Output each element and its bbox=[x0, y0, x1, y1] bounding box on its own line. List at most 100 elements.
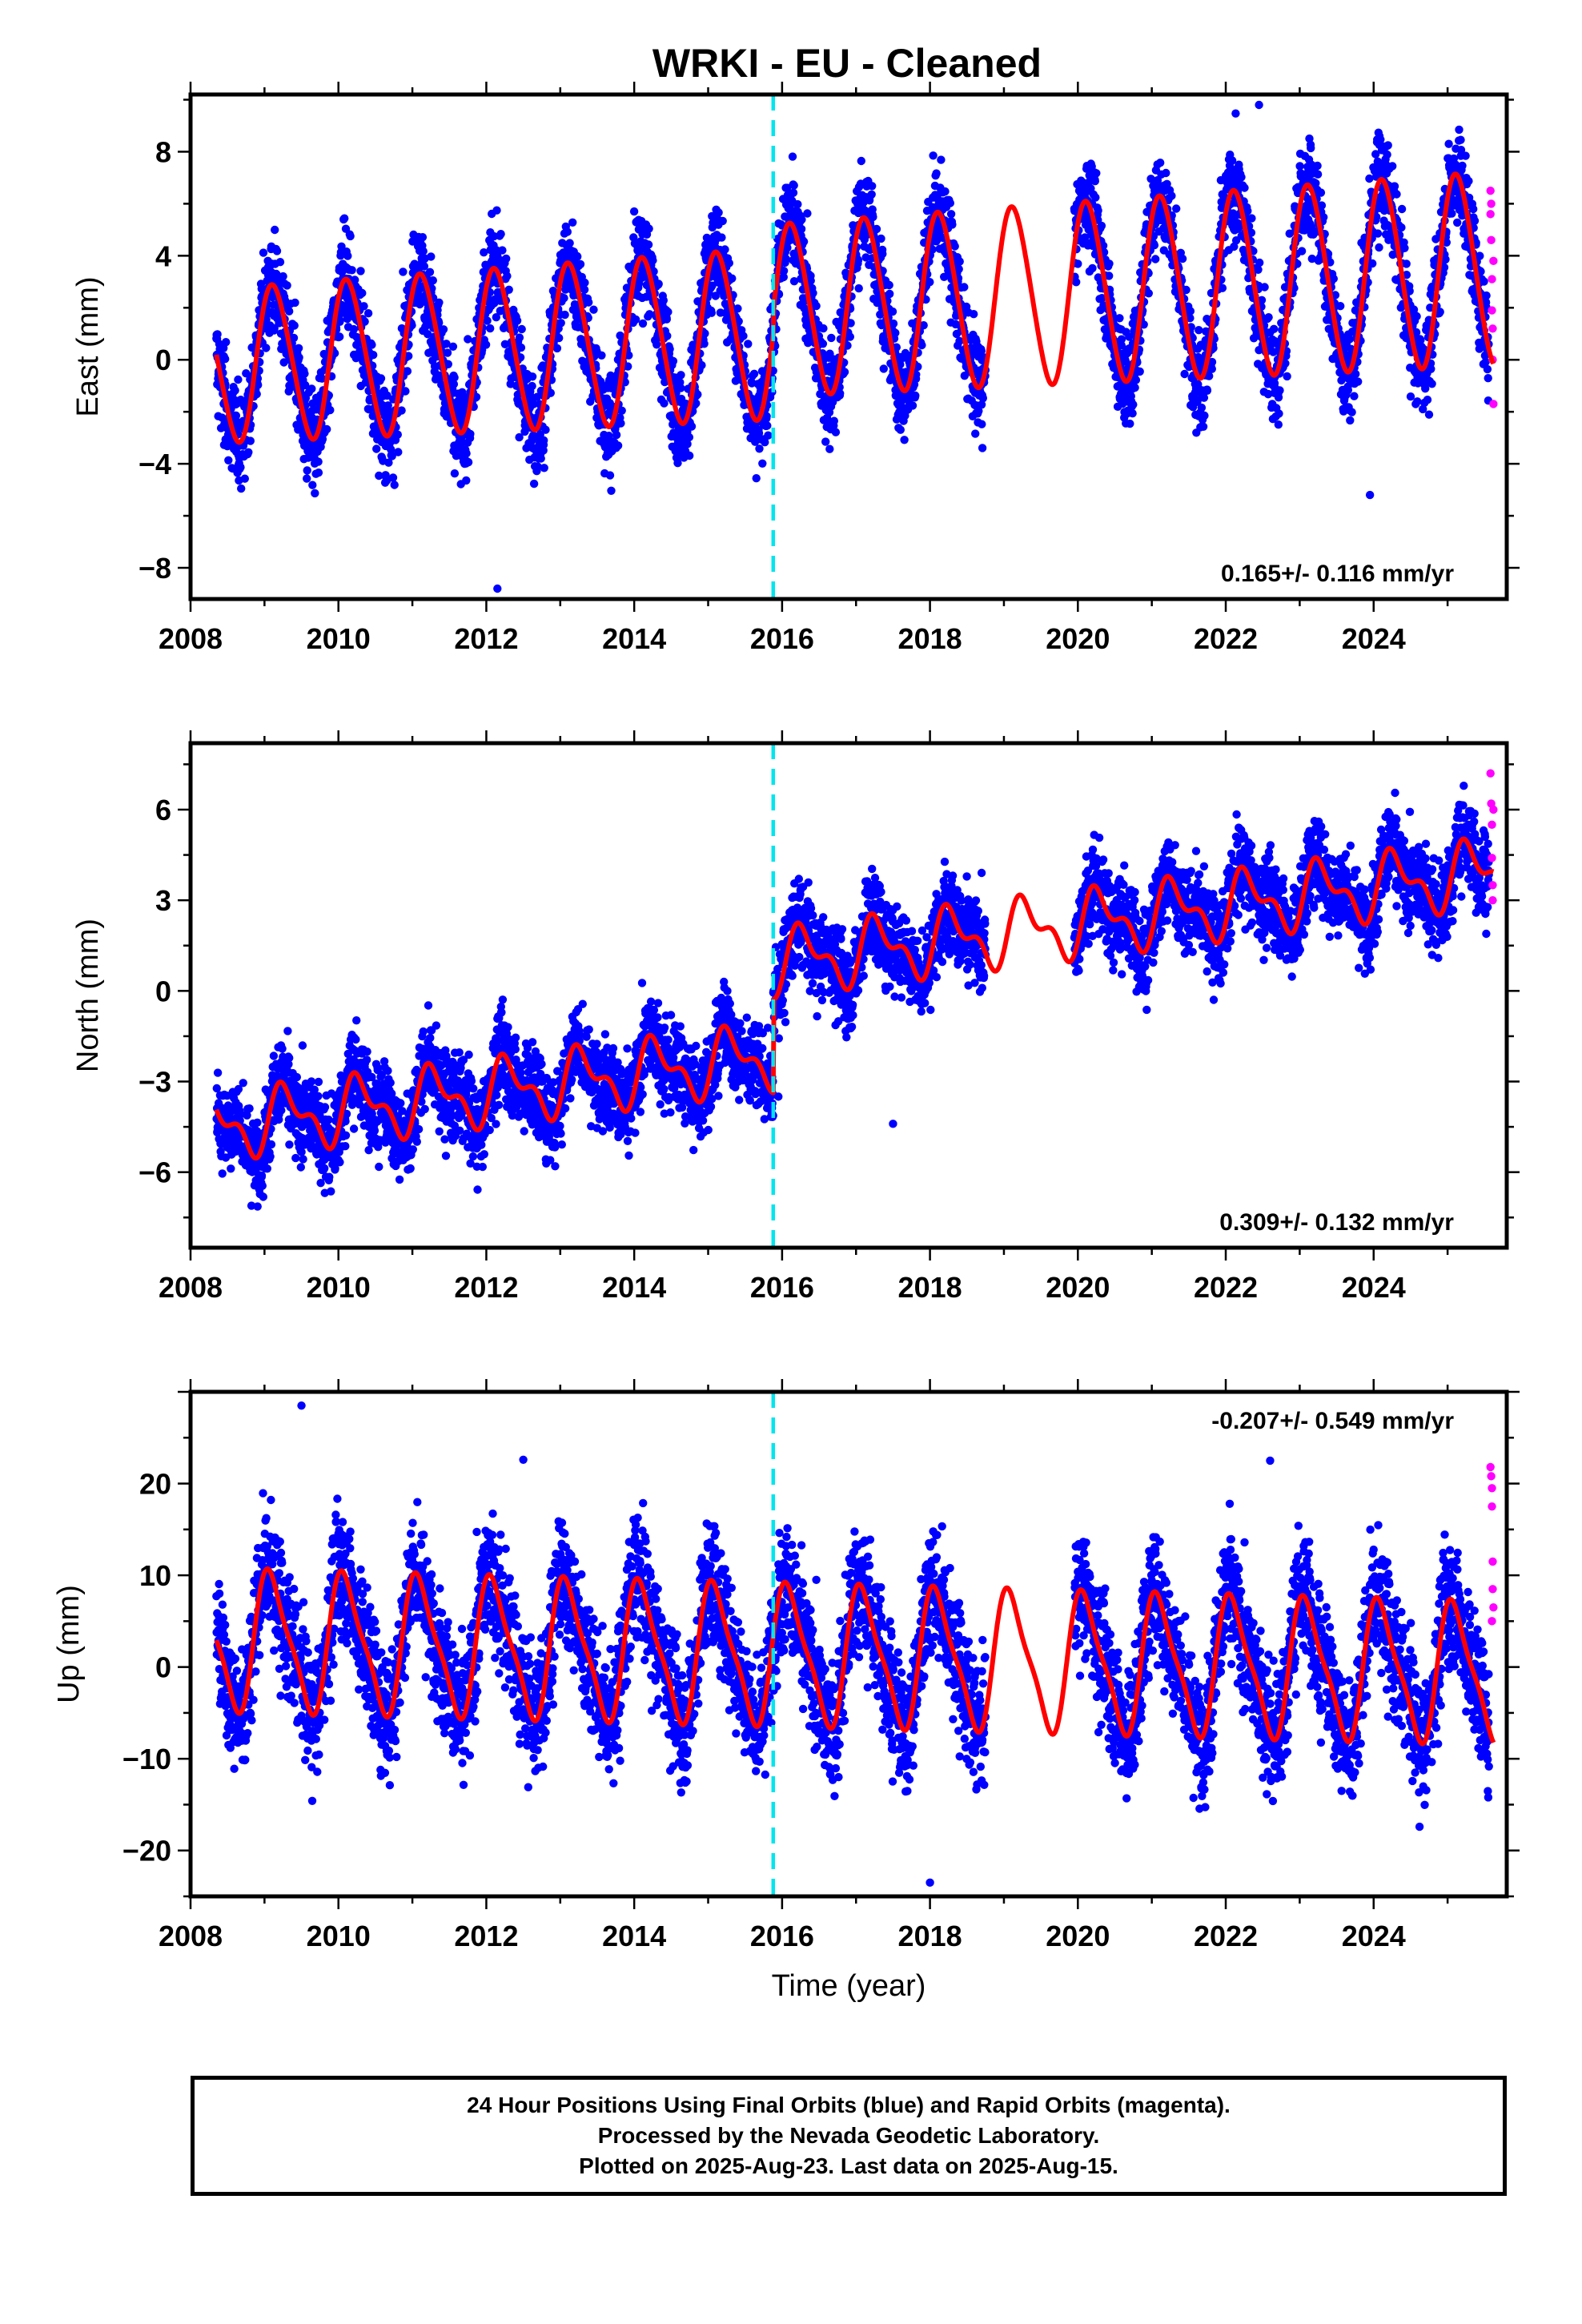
final-orbit-point bbox=[483, 316, 492, 325]
final-orbit-point bbox=[359, 302, 368, 311]
final-orbit-point bbox=[388, 473, 398, 482]
final-orbit-point bbox=[728, 274, 737, 283]
final-orbit-point bbox=[1350, 392, 1359, 400]
final-orbit-point bbox=[404, 352, 413, 360]
final-orbit-point bbox=[1195, 326, 1203, 335]
final-orbit-point bbox=[1130, 383, 1139, 392]
final-orbit-point bbox=[449, 380, 459, 388]
final-orbit-point bbox=[234, 375, 243, 384]
final-orbit-point bbox=[900, 436, 909, 444]
final-orbit-point bbox=[503, 271, 512, 280]
final-orbit-point bbox=[1231, 109, 1240, 118]
final-orbit-point bbox=[443, 348, 452, 357]
final-orbit-point bbox=[556, 319, 565, 328]
final-orbit-point bbox=[213, 330, 222, 339]
final-orbit-point bbox=[394, 448, 403, 456]
final-orbit-point bbox=[427, 252, 436, 261]
final-orbit-point bbox=[240, 474, 249, 483]
final-orbit-point bbox=[1115, 314, 1124, 323]
final-orbit-point bbox=[845, 332, 855, 341]
final-orbit-point bbox=[1455, 125, 1464, 135]
final-orbit-point bbox=[744, 340, 753, 348]
final-orbit-point bbox=[291, 298, 299, 308]
final-orbit-point bbox=[515, 432, 524, 442]
final-orbit-point bbox=[242, 369, 251, 378]
final-orbit-point bbox=[1097, 221, 1106, 231]
final-orbit-point bbox=[384, 458, 393, 467]
final-orbit-point bbox=[663, 332, 672, 340]
final-orbit-point bbox=[428, 276, 437, 285]
final-orbit-point bbox=[1275, 409, 1283, 418]
final-orbit-point bbox=[749, 369, 759, 378]
final-orbit-point bbox=[764, 431, 773, 440]
east-panel: 2008 2010 2012 2014 2016 2018 2020 2022 2024−8−4… bbox=[71, 82, 1520, 655]
final-orbit-point bbox=[692, 399, 701, 408]
final-orbit-point bbox=[1128, 409, 1137, 418]
final-orbit-point bbox=[318, 374, 327, 383]
final-orbit-point bbox=[541, 425, 550, 434]
final-orbit-point bbox=[1135, 367, 1144, 376]
final-orbit-point bbox=[941, 187, 950, 196]
final-orbit-point bbox=[236, 463, 245, 472]
final-orbit-point bbox=[442, 340, 451, 348]
final-orbit-point bbox=[797, 224, 806, 234]
final-orbit-point bbox=[399, 267, 408, 276]
final-orbit-point bbox=[1275, 386, 1284, 395]
final-orbit-point bbox=[644, 224, 653, 233]
final-orbit-point bbox=[685, 432, 694, 442]
final-orbit-point bbox=[911, 391, 920, 400]
final-orbit-point bbox=[346, 231, 355, 241]
final-orbit-point bbox=[896, 425, 905, 434]
final-orbit-point bbox=[1390, 182, 1399, 191]
final-orbit-point bbox=[307, 384, 316, 393]
final-orbit-point bbox=[552, 344, 562, 353]
final-orbit-point bbox=[502, 254, 511, 263]
final-orbit-point bbox=[303, 466, 311, 475]
final-orbit-point bbox=[857, 156, 866, 166]
final-orbit-point bbox=[652, 340, 661, 349]
final-orbit-point bbox=[917, 340, 926, 350]
final-orbit-point bbox=[356, 267, 365, 275]
final-orbit-point bbox=[950, 242, 959, 251]
final-orbit-point bbox=[783, 243, 792, 252]
final-orbit-point bbox=[393, 430, 402, 439]
final-orbit-point bbox=[1351, 369, 1360, 379]
final-orbit-point bbox=[343, 251, 352, 260]
final-orbit-point bbox=[401, 387, 410, 396]
final-orbit-point bbox=[877, 234, 885, 243]
final-orbit-point bbox=[458, 388, 467, 396]
final-orbit-point bbox=[347, 266, 356, 275]
final-orbit-point bbox=[616, 331, 624, 340]
final-orbit-point bbox=[687, 422, 697, 431]
final-orbit-point bbox=[1297, 247, 1307, 255]
final-orbit-point bbox=[1200, 411, 1209, 420]
final-orbit-point bbox=[669, 356, 678, 366]
final-orbit-point bbox=[739, 332, 748, 340]
final-orbit-point bbox=[693, 390, 702, 399]
final-orbit-point bbox=[683, 440, 692, 448]
final-orbit-point bbox=[424, 330, 432, 339]
final-orbit-point bbox=[358, 288, 367, 298]
final-orbit-point bbox=[978, 444, 987, 452]
final-orbit-point bbox=[237, 484, 246, 493]
final-orbit-point bbox=[252, 389, 261, 399]
final-orbit-point bbox=[262, 344, 271, 352]
final-orbit-point bbox=[629, 207, 639, 216]
final-orbit-point bbox=[375, 471, 383, 480]
final-orbit-point bbox=[481, 340, 491, 349]
final-orbit-point bbox=[372, 444, 381, 453]
final-orbit-point bbox=[948, 220, 957, 229]
final-orbit-point bbox=[492, 313, 500, 322]
final-orbit-point bbox=[450, 469, 460, 478]
final-orbit-point bbox=[605, 471, 615, 480]
final-orbit-point bbox=[1117, 335, 1126, 344]
final-orbit-point bbox=[425, 267, 435, 276]
final-orbit-point bbox=[825, 444, 834, 453]
final-orbit-point bbox=[827, 333, 836, 343]
final-orbit-point bbox=[496, 230, 505, 239]
final-orbit-point bbox=[1180, 369, 1189, 379]
final-orbit-point bbox=[971, 429, 980, 438]
final-orbit-point bbox=[573, 252, 582, 261]
final-orbit-point bbox=[1343, 386, 1353, 395]
final-orbit-point bbox=[314, 457, 323, 466]
